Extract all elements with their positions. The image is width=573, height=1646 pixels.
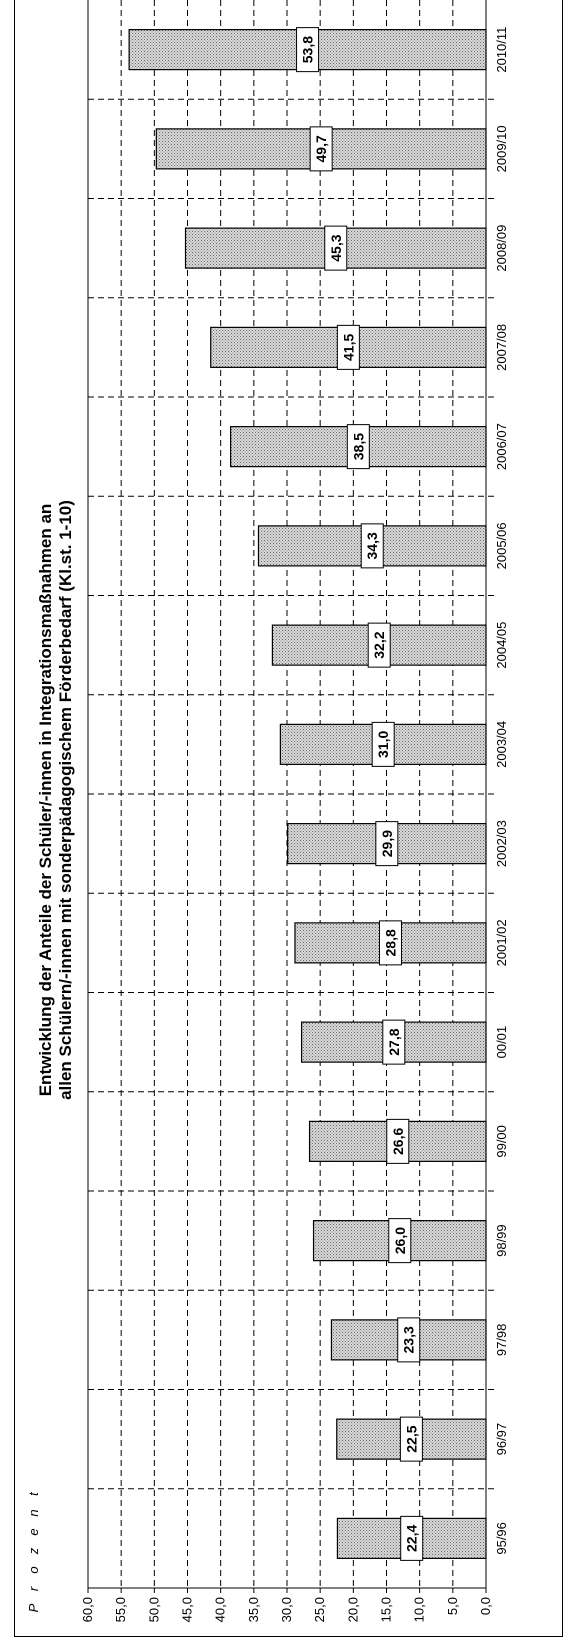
data-label-box	[336, 324, 360, 370]
x-tick-label: 96/97	[494, 1423, 509, 1456]
data-label-box	[367, 622, 391, 668]
x-tick-label: 2008/09	[494, 225, 509, 272]
data-label-box	[346, 424, 370, 470]
x-tick-label: 98/99	[494, 1224, 509, 1257]
chart-title-line: Entwicklung der Anteile der Schüler/-inn…	[36, 504, 55, 1097]
data-label: 22,5	[403, 1425, 419, 1452]
y-tick-label: 55,0	[113, 1597, 128, 1622]
data-label: 41,5	[340, 334, 356, 361]
x-tick-label: 2009/10	[494, 125, 509, 172]
data-label: 32,2	[371, 631, 387, 658]
data-label-box	[360, 523, 384, 569]
data-label-box	[386, 1118, 410, 1164]
y-axis-title-letter: t	[26, 1491, 41, 1496]
y-tick-label: 60,0	[80, 1597, 95, 1622]
data-label: 26,0	[392, 1227, 408, 1254]
data-label: 38,5	[350, 433, 366, 460]
x-tick-label: 00/01	[494, 1026, 509, 1059]
x-tick-label: 2006/07	[494, 423, 509, 470]
data-label-box	[399, 1416, 423, 1462]
y-tick-label: 5,0	[445, 1597, 460, 1615]
x-tick-label: 99/00	[494, 1125, 509, 1158]
y-tick-label: 40,0	[213, 1597, 228, 1622]
y-tick-label: 30,0	[279, 1597, 294, 1622]
data-label-box	[388, 1218, 412, 1264]
y-tick-label: 50,0	[146, 1597, 161, 1622]
x-tick-label: 97/98	[494, 1324, 509, 1357]
y-axis-title-letter: P	[26, 1603, 41, 1612]
data-label-box	[400, 1515, 424, 1561]
data-label-box	[375, 821, 399, 867]
y-tick-label: 15,0	[379, 1597, 394, 1622]
data-label: 23,3	[401, 1326, 417, 1353]
y-axis-title-letter: z	[26, 1547, 41, 1555]
data-label-box	[378, 920, 402, 966]
y-axis-title-letter: o	[26, 1566, 41, 1573]
data-label: 31,0	[375, 731, 391, 758]
y-axis-title-letter: r	[26, 1586, 41, 1591]
x-tick-label: 2002/03	[494, 820, 509, 867]
x-tick-label: 2005/06	[494, 522, 509, 569]
data-label: 45,3	[328, 234, 344, 261]
x-tick-label: 2001/02	[494, 919, 509, 966]
data-label: 28,8	[382, 929, 398, 956]
data-label: 53,8	[300, 36, 316, 63]
data-label-box	[382, 1019, 406, 1065]
y-tick-label: 35,0	[246, 1597, 261, 1622]
data-label: 49,7	[313, 135, 329, 162]
y-tick-label: 45,0	[180, 1597, 195, 1622]
y-tick-label: 20,0	[345, 1597, 360, 1622]
chart-frame	[14, 0, 563, 1637]
data-label-box	[397, 1317, 421, 1363]
data-label-box	[371, 721, 395, 767]
x-tick-label: 2010/11	[494, 27, 509, 73]
data-label-box	[309, 126, 333, 172]
y-tick-label: 0,0	[478, 1597, 493, 1615]
x-tick-label: 2004/05	[494, 622, 509, 669]
x-tick-label: 95/96	[494, 1522, 509, 1555]
data-label-box	[324, 225, 348, 271]
y-axis-title-letter: e	[26, 1528, 41, 1535]
y-tick-label: 25,0	[312, 1597, 327, 1622]
data-label: 29,9	[379, 830, 395, 857]
data-label-box	[296, 27, 320, 73]
y-tick-label: 10,0	[412, 1597, 427, 1622]
x-tick-label: 2003/04	[494, 721, 509, 768]
data-label: 22,4	[404, 1525, 420, 1552]
x-tick-label: 2007/08	[494, 324, 509, 371]
data-label: 34,3	[364, 532, 380, 559]
data-label: 27,8	[386, 1028, 402, 1055]
chart-title-line: allen Schülern/-innen mit sonderpädagogi…	[56, 500, 75, 1100]
y-axis-title-letter: n	[26, 1509, 41, 1516]
data-label: 26,6	[390, 1128, 406, 1155]
